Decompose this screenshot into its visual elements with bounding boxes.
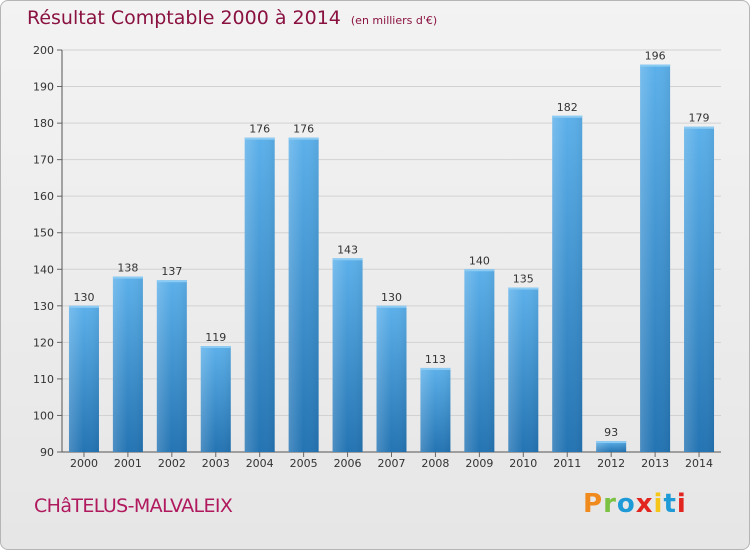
bar-top-2010 [508, 287, 539, 290]
bar-top-2006 [332, 258, 363, 261]
data-label-2010: 135 [513, 273, 534, 286]
bar-shine-2005 [288, 137, 319, 452]
data-label-2005: 176 [293, 123, 314, 136]
bar-top-2008 [420, 367, 451, 370]
bar-shine-2009 [464, 269, 495, 452]
bar-top-2002 [156, 280, 187, 283]
data-label-2012: 93 [604, 426, 618, 439]
x-tick-label-2003: 2003 [202, 457, 230, 470]
x-tick-label-2014: 2014 [685, 457, 713, 470]
bars [68, 64, 715, 453]
bar-shine-2001 [112, 276, 143, 452]
y-tick-label: 150 [33, 227, 54, 240]
x-tick-label-2011: 2011 [553, 457, 581, 470]
chart-unit: (en milliers d'€) [350, 14, 438, 27]
bar-top-2004 [244, 137, 275, 140]
bar-top-2011 [552, 115, 583, 118]
bar-top-2000 [68, 305, 99, 308]
logo-letter: i [653, 489, 664, 519]
bar-shine-2003 [200, 346, 231, 452]
data-label-2007: 130 [381, 291, 402, 304]
axes: 90 100 110 120 130 140 150 160 170 180 190 200 2000 2… [33, 44, 721, 470]
x-tick-label-2006: 2006 [334, 457, 362, 470]
x-tick-label-2012: 2012 [597, 457, 625, 470]
y-tick-label: 190 [33, 81, 54, 94]
data-label-2009: 140 [469, 254, 490, 267]
bar-shine-2004 [244, 137, 275, 452]
proxiti-logo: Proxiti [583, 489, 687, 519]
bar-top-2013 [640, 64, 671, 67]
chart-title: Résultat Comptable 2000 à 2014 (en millie… [27, 7, 437, 29]
bar-shine-2013 [640, 64, 671, 453]
y-tick-label: 120 [33, 336, 54, 349]
bar-top-2005 [288, 137, 319, 140]
y-tick-label: 160 [33, 190, 54, 203]
y-tick-label: 140 [33, 263, 54, 276]
y-tick-label: 170 [33, 154, 54, 167]
data-label-2001: 138 [117, 262, 138, 275]
data-label-2014: 179 [689, 112, 710, 125]
data-label-2008: 113 [425, 353, 446, 366]
x-tick-label-2010: 2010 [509, 457, 537, 470]
x-tick-label-2002: 2002 [158, 457, 186, 470]
bar-shine-2000 [68, 305, 99, 452]
bar-top-2012 [596, 441, 627, 444]
y-tick-label: 100 [33, 409, 54, 422]
logo-letter: x [635, 489, 654, 519]
data-label-2000: 130 [73, 291, 94, 304]
bar-shine-2007 [376, 305, 407, 452]
bar-shine-2010 [508, 287, 539, 452]
data-label-2003: 119 [205, 331, 226, 344]
x-tick-label-2000: 2000 [70, 457, 98, 470]
logo-letter: i [676, 489, 687, 519]
bar-shine-2014 [684, 126, 715, 452]
commune-name: CHâTELUS-MALVALEIX [34, 495, 233, 517]
data-label-2013: 196 [645, 50, 666, 63]
x-tick-label-2008: 2008 [421, 457, 449, 470]
x-tick-label-2004: 2004 [246, 457, 274, 470]
bar-top-2003 [200, 346, 231, 349]
bar-shine-2002 [156, 280, 187, 452]
y-tick-label: 110 [33, 373, 54, 386]
logo-letter: t [663, 489, 677, 519]
bar-top-2007 [376, 305, 407, 308]
y-tick-label: 200 [33, 44, 54, 57]
x-tick-label-2007: 2007 [378, 457, 406, 470]
data-label-2006: 143 [337, 243, 358, 256]
data-label-2011: 182 [557, 101, 578, 114]
bar-top-2009 [464, 269, 495, 272]
bar-top-2014 [684, 126, 715, 129]
logo-letter: P [583, 489, 604, 519]
y-tick-label: 90 [40, 446, 54, 459]
y-tick-label: 130 [33, 300, 54, 313]
data-label-2004: 176 [249, 123, 270, 136]
bar-shine-2006 [332, 258, 363, 452]
x-tick-label-2013: 2013 [641, 457, 669, 470]
x-tick-label-2001: 2001 [114, 457, 142, 470]
bar-shine-2011 [552, 115, 583, 453]
y-tick-label: 180 [33, 117, 54, 130]
bar-chart: 90 100 110 120 130 140 150 160 170 180 190 200 2000 2… [33, 44, 721, 470]
logo-letter: o [616, 489, 636, 519]
bar-shine-2008 [420, 367, 451, 452]
data-label-2002: 137 [161, 265, 182, 278]
logo-letter: r [603, 489, 617, 519]
chart-title-text: Résultat Comptable 2000 à 2014 [27, 7, 341, 29]
data-labels: 130 138 137 119 176 176 143 130 113 140 135 182 93 19… [73, 50, 709, 439]
bar-top-2001 [112, 276, 143, 279]
bar-shine-2012 [596, 441, 627, 452]
x-tick-label-2009: 2009 [465, 457, 493, 470]
x-tick-label-2005: 2005 [290, 457, 318, 470]
